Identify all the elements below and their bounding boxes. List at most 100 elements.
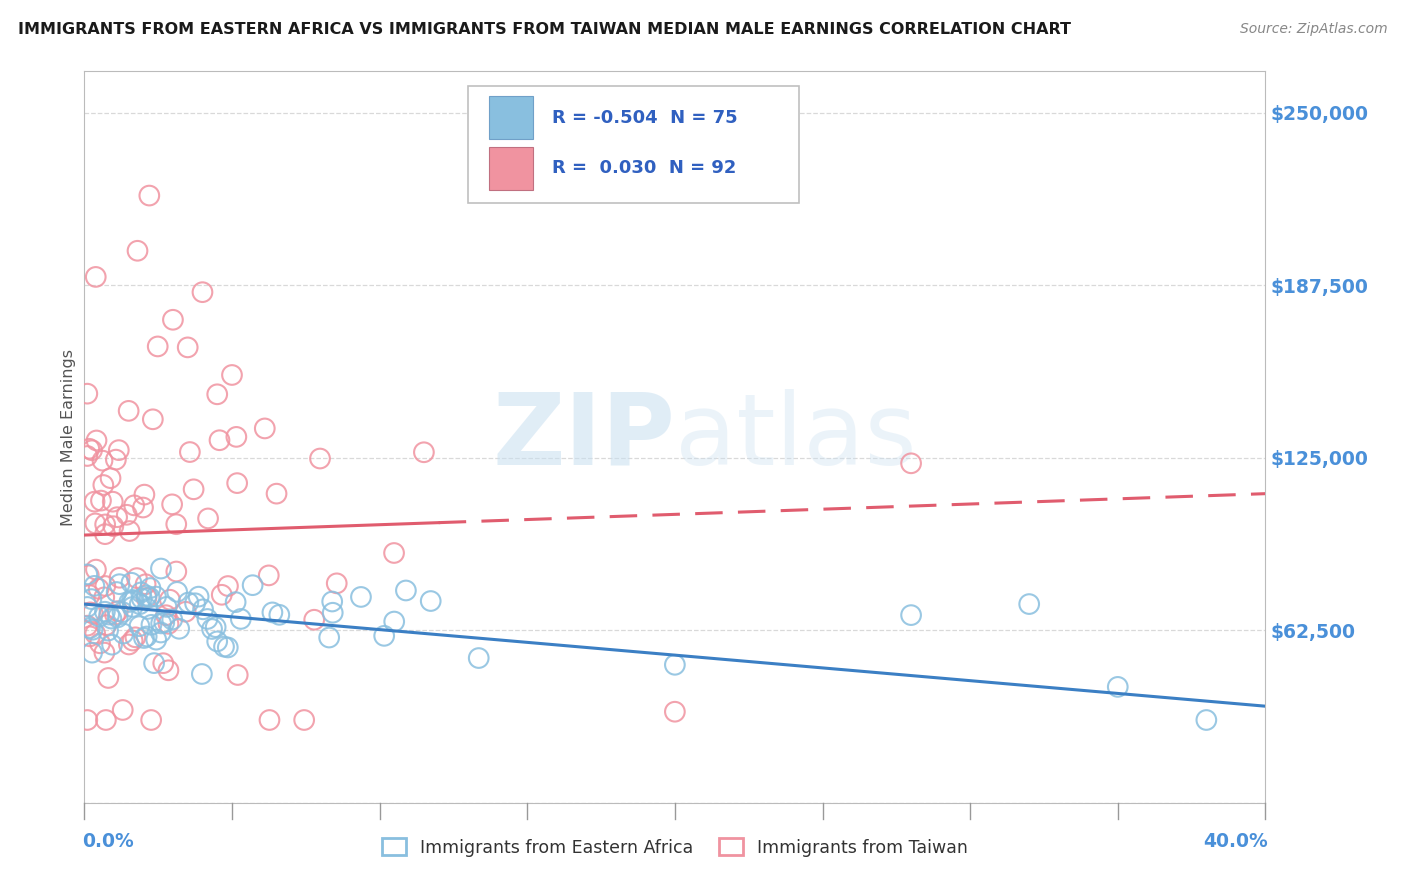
Point [107,443,129,458]
Point [79,442,101,456]
Point [900,608,922,623]
Point [84,269,107,284]
Point [135,589,157,603]
Point [467,651,489,665]
Point [141,713,163,727]
Point [84,516,107,531]
Point [80,646,103,660]
Point [94,579,117,593]
Point [135,591,157,605]
Point [112,626,135,640]
Point [79,588,101,602]
Point [76,386,98,401]
Point [253,421,276,435]
Point [900,456,922,470]
Point [205,634,228,648]
Point [132,500,155,515]
Point [197,612,219,626]
Point [179,445,201,459]
Point [111,605,134,619]
Point [160,613,183,627]
Point [413,445,436,459]
Point [201,622,224,636]
Point [262,606,284,620]
Text: atlas: atlas [675,389,917,485]
Text: Source: ZipAtlas.com: Source: ZipAtlas.com [1240,22,1388,37]
Point [135,577,157,591]
Point [83,579,105,593]
Point [664,705,686,719]
Point [322,606,344,620]
Point [118,638,141,652]
Point [104,607,127,622]
Point [145,590,167,604]
Point [177,595,200,609]
Point [142,412,165,426]
Point [157,663,180,677]
Point [118,404,141,418]
Point [1018,597,1040,611]
Text: 0.0%: 0.0% [82,832,134,851]
Point [91,478,114,492]
Point [80,592,103,607]
Point [97,624,120,638]
Point [207,387,229,401]
Point [87,582,110,596]
Point [103,519,125,533]
Text: IMMIGRANTS FROM EASTERN AFRICA VS IMMIGRANTS FROM TAIWAN MEDIAN MALE EARNINGS CO: IMMIGRANTS FROM EASTERN AFRICA VS IMMIGR… [18,22,1071,37]
Point [1195,713,1218,727]
Point [149,625,172,640]
Point [104,452,127,467]
Point [197,511,219,525]
Point [373,629,395,643]
Y-axis label: Median Male Earnings: Median Male Earnings [60,349,76,525]
Point [318,631,340,645]
Point [350,590,373,604]
Point [146,339,169,353]
Point [111,703,134,717]
Point [118,595,141,609]
Point [93,646,115,660]
Point [419,594,441,608]
Point [159,592,181,607]
Point [122,593,145,607]
Point [94,527,117,541]
Point [105,585,128,599]
Point [139,581,162,595]
Text: R = -0.504  N = 75: R = -0.504 N = 75 [553,109,738,127]
Legend: Immigrants from Eastern Africa, Immigrants from Taiwan: Immigrants from Eastern Africa, Immigran… [374,831,976,863]
Point [84,626,107,640]
Point [155,608,177,623]
Point [187,590,209,604]
Point [204,620,226,634]
Point [76,449,98,463]
Point [89,636,111,650]
Point [82,607,104,621]
Point [98,607,121,622]
Point [382,546,405,560]
Point [134,488,156,502]
Point [292,713,315,727]
Point [94,517,117,532]
Point [76,599,98,614]
Point [90,493,112,508]
Point [162,312,184,326]
Point [302,613,325,627]
Point [167,622,190,636]
Point [120,575,142,590]
Point [97,671,120,685]
Text: 40.0%: 40.0% [1204,832,1268,851]
Point [229,612,252,626]
Point [259,713,281,727]
Point [89,609,111,624]
FancyBboxPatch shape [468,86,799,203]
Point [131,591,153,606]
Point [136,602,159,616]
Point [266,486,288,500]
Point [217,640,239,655]
Point [128,619,150,633]
Point [184,596,207,610]
Point [149,561,172,575]
Point [94,605,117,619]
Point [125,571,148,585]
